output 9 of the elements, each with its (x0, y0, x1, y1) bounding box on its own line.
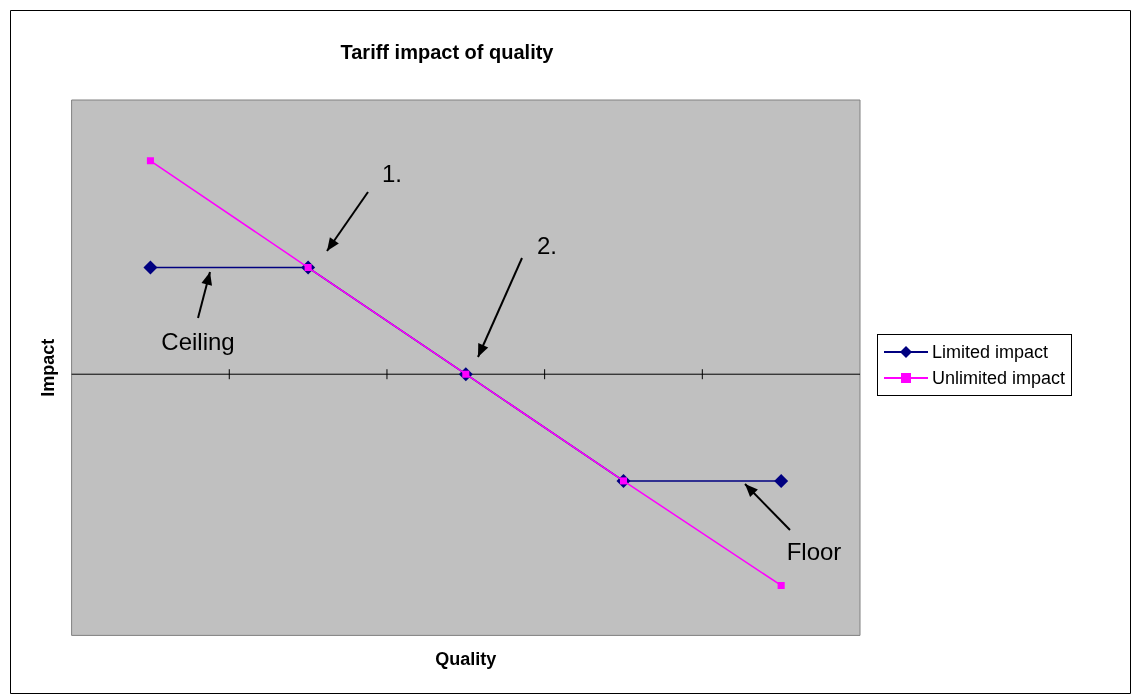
legend-label: Unlimited impact (932, 367, 1066, 389)
chart-title: Tariff impact of quality (340, 40, 555, 63)
annotation: Floor (786, 537, 842, 565)
legend-label: Limited impact (932, 341, 1049, 363)
annotation: Ceiling (161, 327, 235, 355)
annotation: 1. (381, 159, 403, 187)
y-axis-title: Impact (37, 338, 58, 397)
x-axis-title: Quality (435, 649, 497, 670)
annotation: 2. (536, 231, 558, 259)
